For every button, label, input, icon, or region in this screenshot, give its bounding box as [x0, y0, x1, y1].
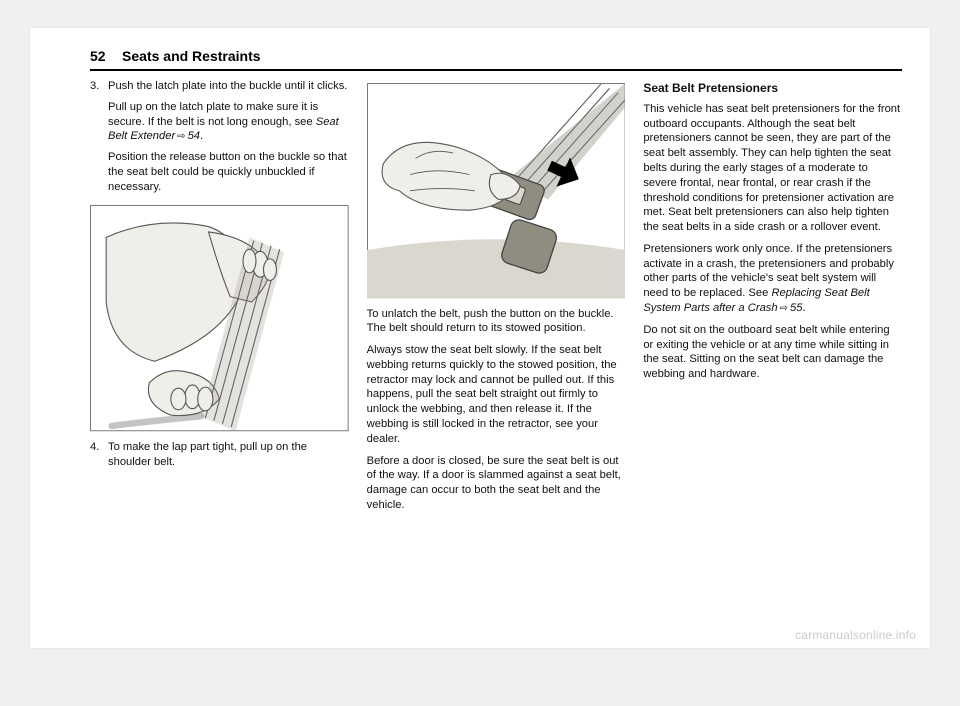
step-3: 3. Push the latch plate into the buckle …: [90, 79, 349, 200]
step-number: 4.: [90, 440, 108, 476]
figure-unlatch-buckle: [367, 83, 626, 299]
col3-p1: This vehicle has seat belt pretensioners…: [643, 102, 902, 235]
watermark: carmanualsonline.info: [795, 628, 916, 642]
step-4-p1: To make the lap part tight, pull up on t…: [108, 440, 349, 470]
manual-page: 52 Seats and Restraints 3. Push the latc…: [30, 28, 930, 648]
step-3-p2: Pull up on the latch plate to make sure …: [108, 100, 349, 144]
pretensioners-heading: Seat Belt Pretensioners: [643, 81, 902, 97]
content-area: 52 Seats and Restraints 3. Push the latc…: [90, 48, 902, 620]
body-columns: 3. Push the latch plate into the buckle …: [90, 79, 902, 619]
chapter-title: Seats and Restraints: [122, 48, 261, 64]
col3-p2: Pretensioners work only once. If the pre…: [643, 242, 902, 316]
step-4: 4. To make the lap part tight, pull up o…: [90, 440, 349, 476]
step-number: 3.: [90, 79, 108, 200]
col3-p3: Do not sit on the outboard seat belt whi…: [643, 323, 902, 382]
page-header: 52 Seats and Restraints: [90, 48, 902, 71]
col2-p3: Before a door is closed, be sure the sea…: [367, 454, 626, 513]
step-3-p1: Push the latch plate into the buckle unt…: [108, 79, 349, 94]
step-3-p3: Position the release button on the buckl…: [108, 150, 349, 194]
page-number: 52: [90, 48, 106, 64]
col2-p1: To unlatch the belt, push the button on …: [367, 307, 626, 337]
figure-lap-shoulder-pull: [90, 205, 349, 431]
link-icon: [778, 302, 790, 314]
col2-p2: Always stow the seat belt slowly. If the…: [367, 343, 626, 446]
link-icon: [175, 130, 187, 142]
